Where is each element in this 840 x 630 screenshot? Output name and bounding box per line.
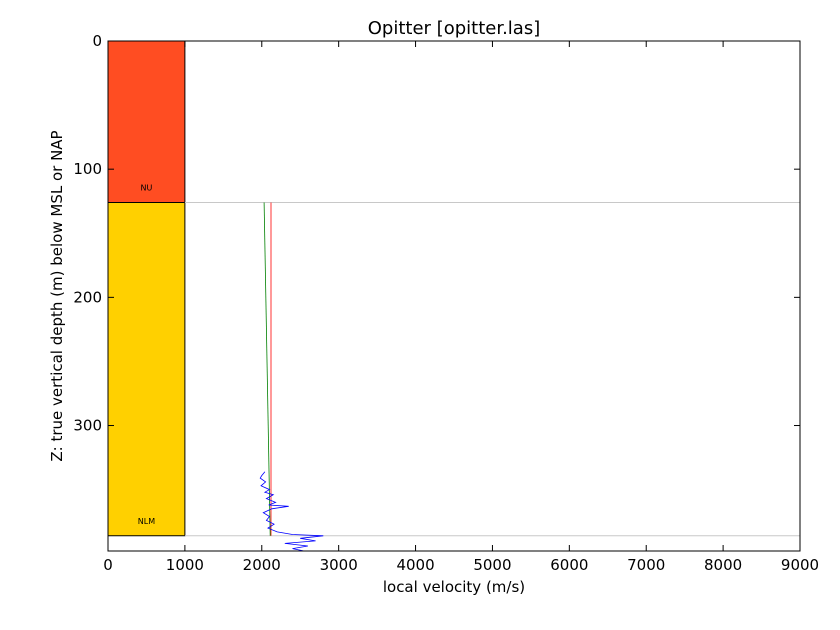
y-tick-label: 300	[73, 417, 102, 435]
x-tick-label: 5000	[473, 556, 511, 574]
x-tick-label: 7000	[627, 556, 665, 574]
y-tick-label: 0	[92, 32, 102, 50]
formation-nlm-label: NLM	[138, 517, 155, 526]
chart-title: Opitter [opitter.las]	[368, 18, 540, 39]
formation-nu-label: NU	[141, 184, 153, 193]
x-axis-label: local velocity (m/s)	[383, 578, 525, 596]
velocity-series-2	[259, 471, 324, 552]
formation-nlm-block	[107, 202, 186, 537]
x-tick-label: 4000	[396, 556, 434, 574]
y-axis-label: Z: true vertical depth (m) below MSL or …	[48, 130, 66, 461]
x-tick-label: 9000	[781, 556, 819, 574]
boundary-layer	[184, 202, 800, 537]
x-tick-label: 8000	[704, 556, 742, 574]
x-tick-label: 6000	[550, 556, 588, 574]
formation-layer: NU NLM	[107, 40, 186, 537]
plot-frame	[107, 40, 801, 552]
x-tick-label: 0	[103, 556, 113, 574]
series-layer	[259, 202, 324, 552]
x-tick-label: 2000	[243, 556, 281, 574]
y-tick-label: 200	[73, 288, 102, 306]
formation-nu-block	[107, 40, 186, 203]
x-tick-label: 3000	[320, 556, 358, 574]
velocity-series-1	[263, 202, 271, 536]
x-tick-label: 1000	[166, 556, 204, 574]
y-tick-label: 100	[73, 160, 102, 178]
axis-ticks: 0 1000 2000 3000 4000 5000 6000 7000 8000 9000 0 10…	[73, 32, 819, 574]
